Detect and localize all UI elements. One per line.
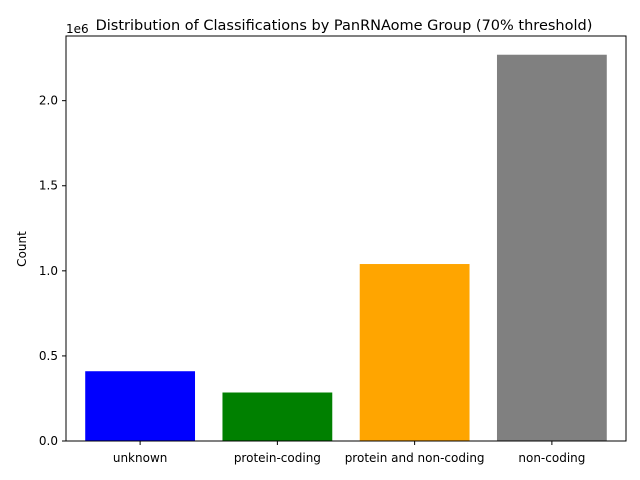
x-tick-label: non-coding [518,451,585,465]
y-tick-label: 0.5 [39,349,58,363]
y-axis-label: Count [15,231,29,267]
plot-area-frame [65,35,627,442]
bar-non-coding [496,54,607,441]
x-tick-label: protein and non-coding [345,451,485,465]
chart-title: Distribution of Classifications by PanRN… [96,18,593,34]
y-tick-label: 0.0 [39,434,58,448]
bars-group [85,54,607,441]
bar-protein-coding [222,392,333,441]
y-tick-label: 1.5 [39,179,58,193]
y-axis-offset-label: 1e6 [66,22,89,36]
y-ticks-group: 0.0 0.5 1.0 1.5 2.0 [39,94,66,448]
y-tick-label: 1.0 [39,264,58,278]
x-ticks-group: unknown protein-coding protein and non-cod… [113,441,585,465]
y-tick-label: 2.0 [39,94,58,108]
bar-protein-and-non-coding [359,264,470,441]
x-tick-label: unknown [113,451,168,465]
x-tick-label: protein-coding [234,451,321,465]
bar-unknown [85,371,196,441]
